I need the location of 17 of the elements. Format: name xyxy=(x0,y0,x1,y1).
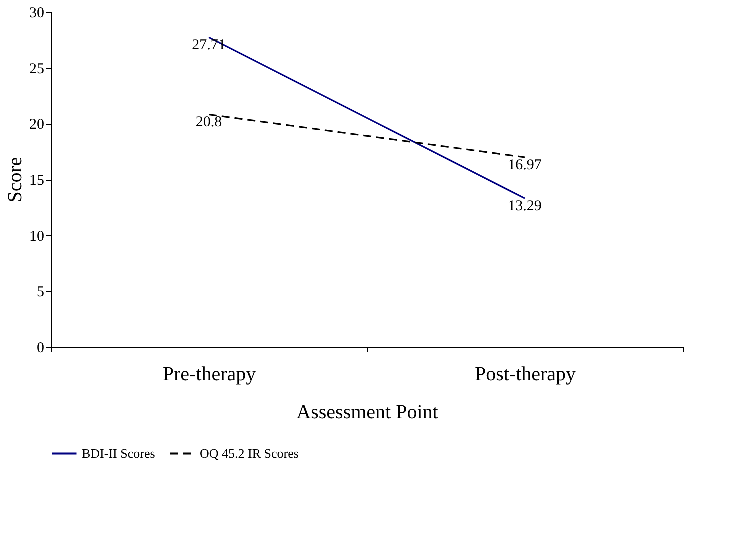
y-tick-label: 10 xyxy=(30,228,44,245)
x-tick-label: Pre-therapy xyxy=(162,364,256,386)
y-tick-label: 25 xyxy=(30,61,44,78)
y-tick-label: 30 xyxy=(30,6,44,22)
legend-label: OQ 45.2 IR Scores xyxy=(200,446,299,461)
x-axis-title: Assessment Point xyxy=(296,402,439,424)
legend-label: BDI-II Scores xyxy=(82,446,156,461)
y-axis-title: Score xyxy=(4,157,26,203)
data-label: 13.29 xyxy=(508,198,542,215)
y-tick-label: 15 xyxy=(30,173,44,189)
data-label: 27.71 xyxy=(192,38,226,54)
y-tick-label: 0 xyxy=(37,340,44,356)
y-tick-label: 20 xyxy=(30,117,44,134)
data-label: 16.97 xyxy=(508,158,542,174)
data-label: 20.8 xyxy=(196,114,222,131)
x-tick-label: Post-therapy xyxy=(474,364,576,386)
y-tick-label: 5 xyxy=(37,284,44,301)
